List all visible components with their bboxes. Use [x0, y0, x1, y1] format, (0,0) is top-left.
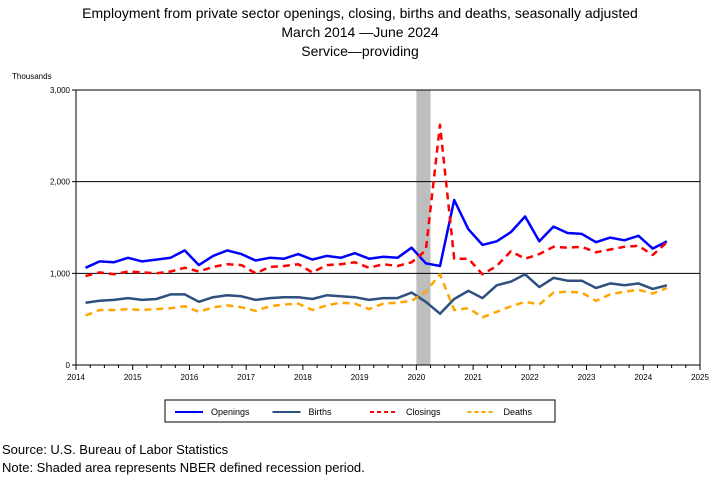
x-tick-label: 2014 — [67, 373, 85, 382]
x-tick-label: 2023 — [578, 373, 596, 382]
source-note: Source: U.S. Bureau of Labor Statistics — [2, 442, 229, 457]
x-tick-label: 2020 — [407, 373, 425, 382]
series-line-births — [85, 273, 668, 315]
series-line-openings — [84, 198, 668, 269]
x-tick-label: 2017 — [237, 373, 255, 382]
chart-subtitle-sector: Service—providing — [301, 43, 419, 59]
x-tick-label: 2025 — [691, 373, 709, 382]
legend-label-births: Births — [309, 407, 333, 417]
y-tick-label: 1,000 — [50, 269, 71, 278]
legend-box — [164, 399, 556, 423]
chart-title: Employment from private sector openings,… — [82, 5, 638, 21]
plot-frame — [75, 89, 701, 366]
x-tick-label: 2021 — [464, 373, 482, 382]
x-tick-label: 2016 — [181, 373, 199, 382]
chart-subtitle-dates: March 2014 —June 2024 — [281, 24, 439, 40]
x-tick-label: 2018 — [294, 373, 312, 382]
y-axis-label: Thousands — [12, 72, 52, 81]
y-tick-label: 2,000 — [50, 178, 71, 187]
recession-note: Note: Shaded area represents NBER define… — [2, 460, 365, 475]
series-line-deaths — [85, 273, 668, 319]
legend-label-openings: Openings — [211, 407, 250, 417]
series-line-closings — [85, 123, 668, 278]
x-tick-label: 2015 — [124, 373, 142, 382]
y-tick-label: 0 — [66, 361, 71, 370]
legend-label-deaths: Deaths — [504, 407, 533, 417]
x-tick-label: 2019 — [351, 373, 369, 382]
legend-label-closings: Closings — [406, 407, 441, 417]
recession-shading — [416, 90, 431, 365]
x-tick-label: 2022 — [521, 373, 539, 382]
x-tick-label: 2024 — [634, 373, 652, 382]
y-tick-label: 3,000 — [50, 86, 71, 95]
